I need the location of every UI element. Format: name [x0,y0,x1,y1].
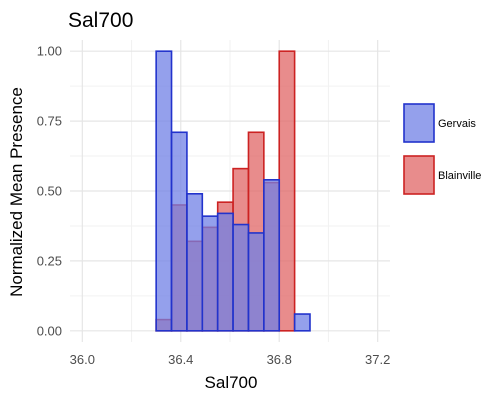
bars [155,50,311,332]
histogram-bar-gervais [170,131,188,332]
legend: Gervais Blainville [403,103,481,195]
histogram-bar-gervais [293,313,311,332]
y-tick-label: 0.50 [37,184,62,199]
histogram-bar-gervais [247,232,265,332]
x-tick-label: 36.4 [168,352,193,367]
x-tick-label: 36.8 [267,352,292,367]
histogram-bar-gervais [216,212,234,332]
histogram-bar-gervais [263,179,281,332]
y-tick-label: 1.00 [37,44,62,59]
legend-label-gervais: Gervais [438,118,476,130]
histogram-bar-gervais [186,192,204,332]
legend-label-blainville: Blainville [438,170,481,182]
x-tick-label: 36.0 [70,352,95,367]
y-tick-label: 0.75 [37,114,62,129]
histogram-bar-gervais [232,223,250,332]
legend-key-gervais [403,103,435,143]
x-axis-title: Sal700 [205,373,258,392]
histogram-bar-gervais [201,215,219,332]
x-tick-label: 37.2 [365,352,390,367]
histogram-bar-blainville [278,50,296,332]
chart-title: Sal700 [68,9,133,32]
y-axis-title: Normalized Mean Presence [7,87,26,297]
legend-key-blainville [403,155,435,195]
y-tick-label: 0.00 [37,323,62,338]
tick-labels: 0.00 0.25 0.50 0.75 1.00 36.0 36.4 36.8 37.2 [37,44,391,367]
y-tick-label: 0.25 [37,253,62,268]
histogram-bar-gervais [155,50,173,332]
